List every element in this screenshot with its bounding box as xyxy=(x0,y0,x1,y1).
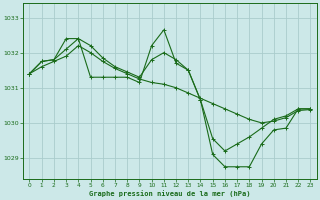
X-axis label: Graphe pression niveau de la mer (hPa): Graphe pression niveau de la mer (hPa) xyxy=(89,190,251,197)
